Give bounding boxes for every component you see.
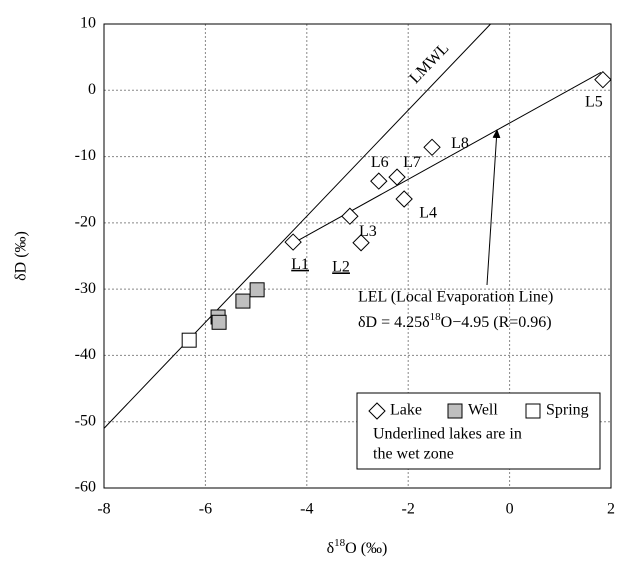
- point: [235, 293, 251, 309]
- x-tick-label: -8: [97, 501, 110, 518]
- y-tick-label: -10: [75, 147, 96, 164]
- x-tick-label: -6: [199, 501, 212, 518]
- legend-note: the wet zone: [373, 446, 454, 463]
- x-axis-label: δ18O (‰): [327, 537, 388, 557]
- legend-box: [356, 392, 601, 470]
- point-label: L1: [291, 256, 309, 273]
- point: [423, 138, 441, 156]
- legend-note: Underlined lakes are in: [373, 426, 522, 443]
- reference-line: [291, 71, 602, 245]
- point: [181, 332, 197, 348]
- y-tick-label: -20: [75, 214, 96, 231]
- x-tick-label: -4: [300, 501, 313, 518]
- point: [370, 172, 388, 190]
- point: [249, 282, 265, 298]
- point: [284, 233, 302, 251]
- x-tick-label: 2: [607, 501, 615, 518]
- annotation-title: LEL (Local Evaporation Line): [358, 289, 553, 306]
- point-label: L8: [451, 135, 469, 152]
- legend-label: Lake: [390, 402, 422, 419]
- legend-marker: [525, 403, 541, 419]
- x-tick-label: -2: [402, 501, 415, 518]
- point-label: L5: [585, 93, 603, 110]
- plot-frame: [103, 23, 612, 489]
- annotation-arrow: [486, 129, 501, 286]
- line-label: LMWL: [406, 40, 452, 87]
- point: [594, 70, 612, 89]
- legend-label: Spring: [546, 402, 589, 419]
- point: [395, 190, 413, 208]
- point: [352, 234, 370, 252]
- point-label: L4: [419, 205, 437, 222]
- point-label: L7: [403, 154, 421, 171]
- point-label: L6: [371, 154, 389, 171]
- x-tick-label: 0: [506, 501, 514, 518]
- y-tick-label: -30: [75, 280, 96, 297]
- y-tick-label: -40: [75, 346, 96, 363]
- reference-line: [103, 23, 491, 429]
- y-tick-label: -50: [75, 412, 96, 429]
- point-label: L3: [359, 223, 377, 240]
- point: [341, 207, 359, 225]
- y-axis-label: δD (‰): [13, 231, 30, 281]
- legend-label: Well: [468, 402, 498, 419]
- point: [211, 314, 227, 330]
- y-tick-label: 0: [88, 81, 96, 98]
- annotation-equation: δD = 4.25δ18O−4.95 (R=0.96): [358, 311, 552, 331]
- point: [388, 168, 406, 186]
- point-label: L2: [332, 258, 350, 275]
- y-tick-label: -60: [75, 479, 96, 496]
- y-tick-label: 10: [80, 15, 96, 32]
- legend-marker: [368, 402, 386, 420]
- legend-marker: [447, 403, 463, 419]
